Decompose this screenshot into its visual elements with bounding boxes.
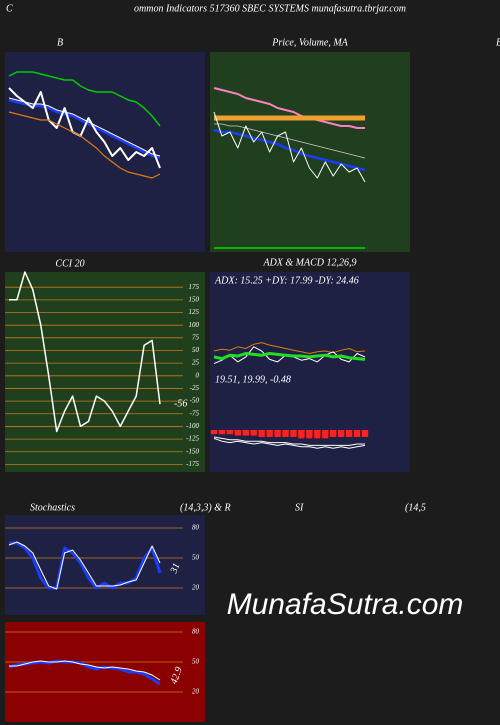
watermark: MunafaSutra.com xyxy=(227,588,464,621)
y-tick-label: 125 xyxy=(189,308,200,316)
y-tick-label: 50 xyxy=(192,346,200,354)
bar xyxy=(258,430,265,437)
series-line xyxy=(213,436,365,446)
y-tick-label: -75 xyxy=(190,409,200,417)
series-line xyxy=(9,271,161,433)
panel xyxy=(5,622,205,722)
value-annotation: -56 xyxy=(174,398,187,409)
y-tick-label: 0 xyxy=(196,371,200,379)
y-tick-label: -100 xyxy=(186,422,199,430)
bar xyxy=(218,430,226,435)
series-line xyxy=(8,87,161,169)
chart-title: Stochastics xyxy=(30,502,75,513)
series-line xyxy=(213,87,365,129)
bar xyxy=(322,430,329,439)
chart-title: B xyxy=(57,37,63,48)
bar xyxy=(266,430,273,437)
y-tick-label: 75 xyxy=(192,333,200,341)
y-tick-label: -125 xyxy=(186,435,199,443)
bar xyxy=(234,430,242,436)
series-line xyxy=(8,541,161,590)
chart-subtitle: (14,5 xyxy=(405,502,426,513)
series-line xyxy=(214,123,366,159)
bar xyxy=(274,430,281,437)
y-tick-label: 100 xyxy=(189,321,200,329)
y-tick-label: 50 xyxy=(192,658,200,666)
bar xyxy=(314,430,321,439)
y-tick-label: -50 xyxy=(190,397,200,405)
y-tick-label: -150 xyxy=(186,447,199,455)
bar xyxy=(290,430,297,437)
header-left: C xyxy=(6,3,13,14)
y-tick-label: 50 xyxy=(192,554,200,562)
y-tick-label: -25 xyxy=(190,384,200,392)
y-tick-label: 80 xyxy=(192,628,200,636)
series-line xyxy=(8,71,161,127)
y-tick-label: 150 xyxy=(189,295,200,303)
chart-title: Price, Volume, MA xyxy=(271,37,348,48)
bar xyxy=(330,430,337,437)
bar xyxy=(282,430,289,437)
series-line xyxy=(213,352,366,361)
chart-subtitle: ADX: 15.25 +DY: 17.99 -DY: 24.46 xyxy=(214,275,359,286)
bar xyxy=(306,430,313,439)
value-annotation: 31 xyxy=(168,562,182,576)
bar xyxy=(353,430,361,437)
series-line xyxy=(213,111,366,183)
y-tick-label: 25 xyxy=(192,359,200,367)
series-line xyxy=(8,111,161,179)
bar xyxy=(250,430,257,436)
bar xyxy=(298,430,305,439)
panel xyxy=(210,372,410,472)
chart-title: ADX & MACD 12,26,9 xyxy=(262,257,356,268)
charts: B Price, Volume, MA CCI 20 175 150 125 100 75 50… xyxy=(5,37,426,722)
y-tick-label: 20 xyxy=(192,688,200,696)
series-line xyxy=(9,541,162,590)
panel xyxy=(5,272,205,472)
y-tick-label: -175 xyxy=(186,460,199,468)
chart-title: CCI 20 xyxy=(55,258,84,269)
y-tick-label: 175 xyxy=(189,283,200,291)
bar xyxy=(337,430,345,437)
chart-subtitle: (14,3,3) & R xyxy=(180,502,231,513)
bar xyxy=(210,430,218,435)
series-line xyxy=(9,660,161,681)
bar xyxy=(361,430,369,437)
panel xyxy=(5,52,205,252)
chart-title: SI xyxy=(295,502,304,513)
y-tick-label: 20 xyxy=(192,584,200,592)
panel xyxy=(210,52,410,252)
series-line xyxy=(213,437,366,449)
bar xyxy=(242,430,249,436)
bar xyxy=(226,430,234,435)
bar xyxy=(345,430,353,437)
y-tick-label: 80 xyxy=(192,524,200,532)
chart-subtitle: 19.51, 19.99, -0.48 xyxy=(215,374,291,385)
header-edge: B xyxy=(496,37,500,48)
series-line xyxy=(213,342,366,354)
header-title: ommon Indicators 517360 SBEC SYSTEMS mun… xyxy=(134,3,406,14)
series-line xyxy=(213,128,366,172)
